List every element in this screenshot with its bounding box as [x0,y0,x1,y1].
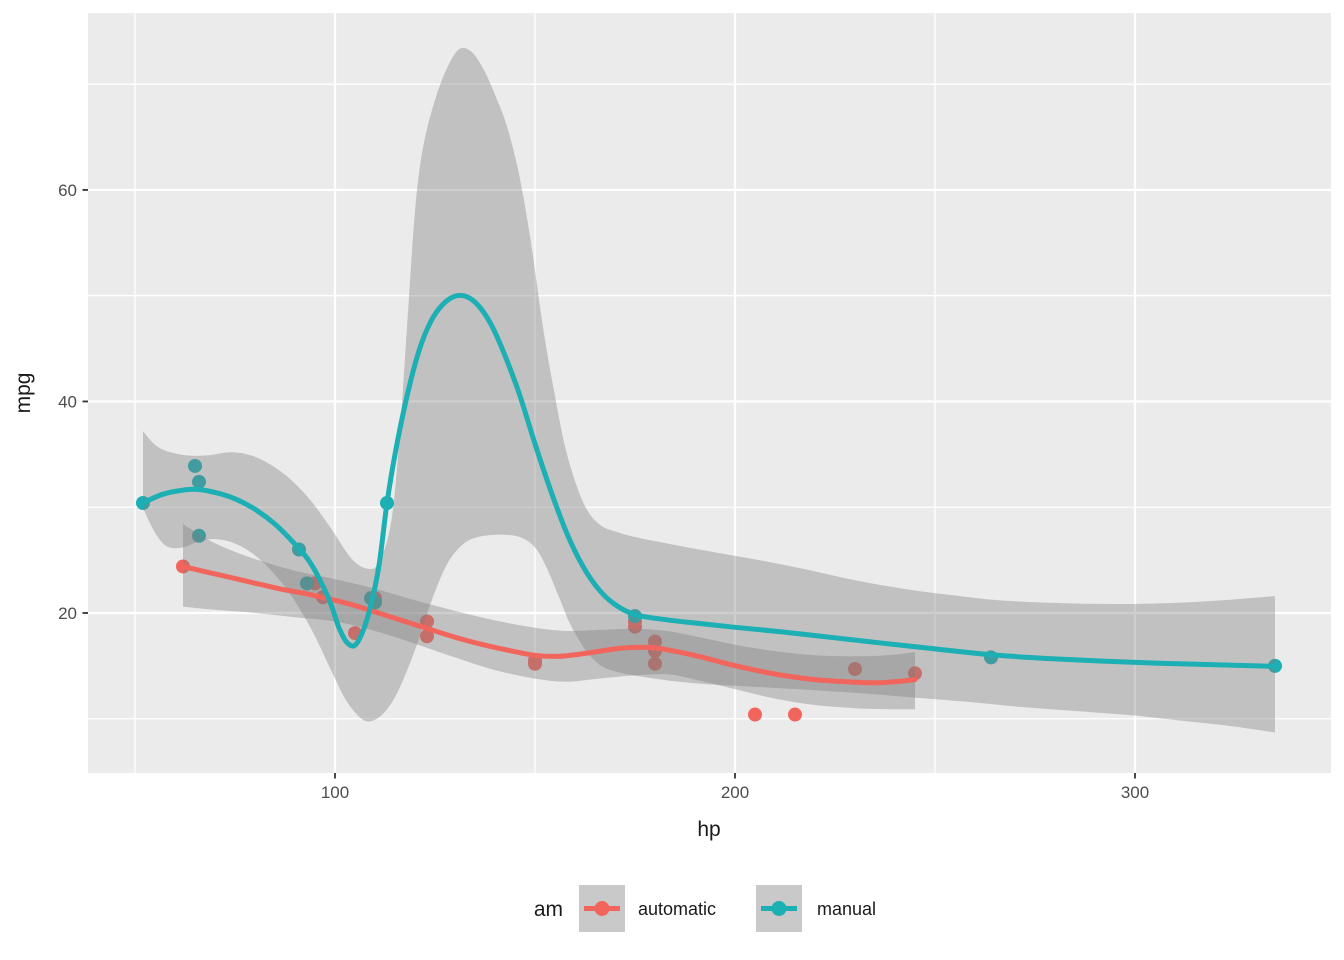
legend-label-manual: manual [817,899,876,919]
x-tick-label: 200 [721,783,749,802]
data-point-automatic [788,707,802,722]
data-point-manual [192,528,206,543]
x-axis-title: hp [697,818,720,841]
legend-label-automatic: automatic [638,899,716,919]
y-tick-label: 40 [58,392,77,411]
data-point-manual [188,458,202,473]
legend-title: am [534,898,563,921]
confidence-ribbon-manual [143,47,1275,733]
legend: am automatic manual [534,885,876,932]
smooth-line-automatic [180,563,918,686]
y-tick-label: 20 [58,604,77,623]
y-axis-title: mpg [12,373,35,414]
smooth-line-manual [140,292,1278,669]
y-tick-label: 60 [58,181,77,200]
data-point-automatic [748,707,762,722]
data-point-automatic [528,656,542,671]
legend-key-point-manual [771,901,787,916]
legend-key-point-automatic [594,901,610,916]
data-point-automatic [648,656,662,671]
x-tick-label: 100 [321,783,349,802]
x-tick-label: 300 [1121,783,1149,802]
data-point-automatic [648,634,662,649]
data-point-automatic [908,666,922,681]
data-point-manual [192,474,206,489]
data-point-automatic [848,662,862,677]
data-point-automatic [420,629,434,644]
data-point-manual [300,576,314,591]
panel-background [88,13,1331,773]
